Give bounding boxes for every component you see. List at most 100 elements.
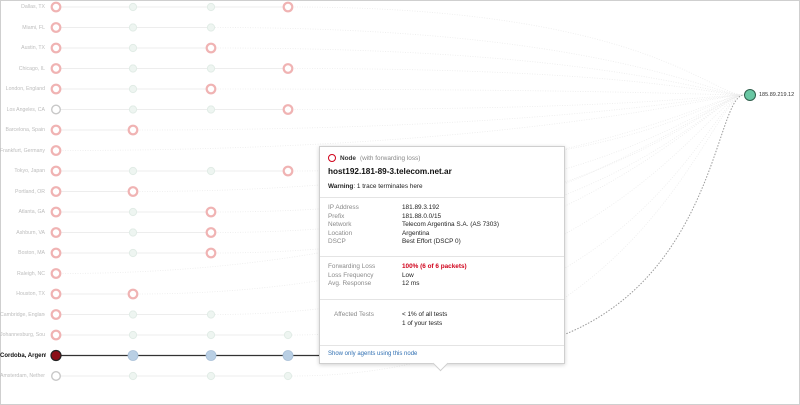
destination-node[interactable] [744, 89, 756, 101]
agent-label[interactable]: Chicago, IL [18, 65, 45, 72]
agent-label[interactable]: Portland, OR [15, 188, 45, 195]
network-node[interactable] [282, 350, 294, 361]
agent-label[interactable]: Cordoba, Argentina [0, 352, 46, 359]
loss-node[interactable] [205, 247, 217, 259]
node-type-label: Node [340, 154, 356, 162]
route-to-destination [291, 94, 745, 377]
network-node[interactable] [206, 2, 216, 12]
network-node[interactable] [283, 371, 293, 381]
agent-label[interactable]: Frankfurt, Germany (Dead) [0, 147, 45, 154]
network-node[interactable] [128, 248, 138, 258]
agent-label[interactable]: Ashburn, VA [16, 229, 45, 236]
route-to-destination [214, 94, 745, 213]
loss-node[interactable] [50, 42, 62, 54]
loss-node[interactable] [127, 186, 139, 197]
network-node[interactable] [128, 84, 138, 94]
loss-node[interactable] [205, 227, 217, 238]
network-node[interactable] [206, 310, 216, 319]
agent-label[interactable]: Tokyo, Japan [14, 168, 45, 174]
loss-node[interactable] [50, 124, 62, 136]
loss-node[interactable] [50, 186, 62, 197]
agent-label[interactable]: Barcelona, Spain [5, 127, 45, 133]
warning-label: Warning [328, 183, 354, 190]
network-node[interactable] [128, 310, 138, 319]
network-node[interactable] [128, 228, 138, 237]
network-node[interactable] [206, 371, 216, 381]
node-detail-popup: Node (with forwarding loss) host192.181-… [319, 146, 565, 372]
route-to-destination [214, 88, 745, 96]
agent-label[interactable]: Houston, TX [16, 291, 45, 297]
loss-node[interactable] [205, 206, 217, 218]
network-node[interactable] [128, 23, 138, 32]
loss-node[interactable] [50, 268, 62, 279]
network-node[interactable] [206, 166, 216, 176]
loss-node[interactable] [50, 1, 62, 13]
agent-label[interactable]: Austin, TX [21, 45, 45, 51]
loss-node[interactable] [282, 104, 294, 115]
agent-label[interactable]: Cambridge, England [0, 311, 45, 318]
agent-label[interactable]: Atlanta, GA [18, 209, 45, 215]
loss-node[interactable] [205, 83, 217, 95]
loss-node[interactable] [205, 42, 217, 54]
loss-node[interactable] [50, 145, 62, 156]
show-agents-link[interactable]: Show only agents using this node [328, 351, 418, 357]
node-metrics: Forwarding Loss 100% (6 of 6 packets) Los… [328, 263, 556, 289]
loss-node[interactable] [50, 247, 62, 259]
agent-label[interactable]: Miami, FL [22, 24, 45, 31]
agent-label[interactable]: Johannesburg, South Africa [0, 332, 45, 338]
loss-node[interactable] [127, 124, 139, 136]
selected-agent-node[interactable] [50, 349, 62, 362]
network-node[interactable] [128, 166, 138, 176]
agent-node[interactable] [51, 371, 62, 382]
agent-label[interactable]: Dallas, TX [21, 4, 45, 10]
network-node[interactable] [127, 350, 139, 361]
network-node[interactable] [128, 105, 138, 114]
loss-node[interactable] [50, 83, 62, 95]
agent-label[interactable]: Amsterdam, Netherlands [0, 373, 45, 379]
agent-label[interactable]: London, England [5, 86, 45, 92]
detail-row: Network Telecom Argentina S.A. (AS 7303) [328, 221, 499, 229]
warning-text: : 1 trace terminates here [353, 183, 423, 190]
node-type-sub: (with forwarding loss) [359, 154, 421, 162]
route-to-destination [214, 47, 745, 96]
loss-node[interactable] [282, 165, 294, 177]
loss-node[interactable] [50, 288, 62, 300]
route-to-destination [136, 94, 745, 131]
network-node[interactable] [206, 330, 216, 340]
loss-node[interactable] [282, 63, 294, 74]
network-node[interactable] [128, 2, 138, 12]
network-node[interactable] [128, 330, 138, 340]
agent-label[interactable]: Boston, MA [18, 250, 45, 256]
loss-node[interactable] [50, 329, 62, 341]
affected-value: < 1% of all tests [402, 311, 448, 318]
node-warning: Warning: 1 trace terminates here [328, 183, 423, 190]
route-to-destination [136, 94, 745, 192]
agent-label[interactable]: Raleigh, NC [17, 270, 45, 277]
network-node[interactable] [283, 330, 293, 340]
network-node[interactable] [205, 350, 217, 361]
agent-node[interactable] [51, 104, 62, 115]
network-node[interactable] [206, 23, 216, 32]
network-node[interactable] [206, 64, 216, 73]
loss-node[interactable] [50, 22, 62, 33]
forwarding-loss-node-icon [328, 154, 336, 162]
network-node[interactable] [128, 207, 138, 217]
route-to-destination [59, 94, 745, 274]
loss-node[interactable] [50, 309, 62, 320]
loss-node[interactable] [50, 165, 62, 177]
network-node[interactable] [128, 43, 138, 53]
metric-row: Loss Frequency Low [328, 271, 414, 279]
loss-node[interactable] [50, 206, 62, 218]
network-node[interactable] [206, 105, 216, 114]
route-to-destination [291, 94, 745, 336]
agent-label[interactable]: Los Angeles, CA [6, 106, 45, 113]
route-to-destination [136, 94, 745, 295]
network-node[interactable] [128, 371, 138, 381]
loss-node[interactable] [127, 288, 139, 300]
loss-node[interactable] [50, 63, 62, 74]
loss-node[interactable] [50, 227, 62, 238]
metric-row: Avg. Response 12 ms [328, 280, 420, 288]
loss-node[interactable] [282, 1, 294, 13]
destination-label: 185.89.219.12 [759, 92, 795, 98]
network-node[interactable] [128, 64, 138, 73]
